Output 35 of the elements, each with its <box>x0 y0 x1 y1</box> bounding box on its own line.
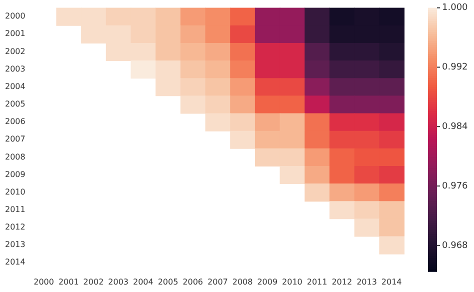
x-tick-label: 2013 <box>356 277 377 286</box>
y-tick-label: 2007 <box>5 134 26 144</box>
x-tick-label: 2001 <box>58 277 79 286</box>
color-bar-label: 0.976 <box>442 181 468 192</box>
y-tick-label: 2011 <box>5 204 26 214</box>
y-tick-label: 2004 <box>5 82 26 91</box>
x-tick-label: 2000 <box>34 277 54 286</box>
x-tick-label: 2005 <box>158 277 178 286</box>
color-bar-label: 0.992 <box>442 62 468 73</box>
x-tick-label: 2009 <box>257 277 278 286</box>
x-tick-label: 2011 <box>306 277 328 286</box>
x-tick-label: 2003 <box>108 277 128 286</box>
x-tick-label: 2004 <box>132 277 154 286</box>
y-tick-label: 2010 <box>5 187 26 196</box>
color-bar-label: 0.984 <box>442 122 468 132</box>
y-tick-label: 2014 <box>5 258 26 267</box>
y-tick-label: 2006 <box>5 117 26 126</box>
x-tick-label: 2008 <box>232 277 253 286</box>
x-tick-label: 2010 <box>282 277 302 286</box>
x-tick-label: 2002 <box>83 277 104 286</box>
y-tick-label: 2013 <box>5 240 26 250</box>
x-tick-label: 2014 <box>381 277 402 286</box>
x-tick-label: 2012 <box>332 277 352 286</box>
color-bar-label: 0.968 <box>442 240 468 251</box>
x-tick-label: 2007 <box>208 277 228 286</box>
y-tick-label: 2001 <box>5 29 26 38</box>
color-bar-label: 1.000 <box>442 3 468 14</box>
y-tick-label: 2012 <box>5 222 26 232</box>
y-tick-label: 2000 <box>5 12 26 21</box>
x-tick-label: 2006 <box>182 277 204 286</box>
y-tick-label: 2003 <box>5 64 26 74</box>
y-tick-label: 2005 <box>5 100 26 109</box>
y-tick-label: 2009 <box>5 170 26 179</box>
y-tick-label: 2002 <box>5 46 26 56</box>
y-tick-label: 2008 <box>5 152 26 162</box>
